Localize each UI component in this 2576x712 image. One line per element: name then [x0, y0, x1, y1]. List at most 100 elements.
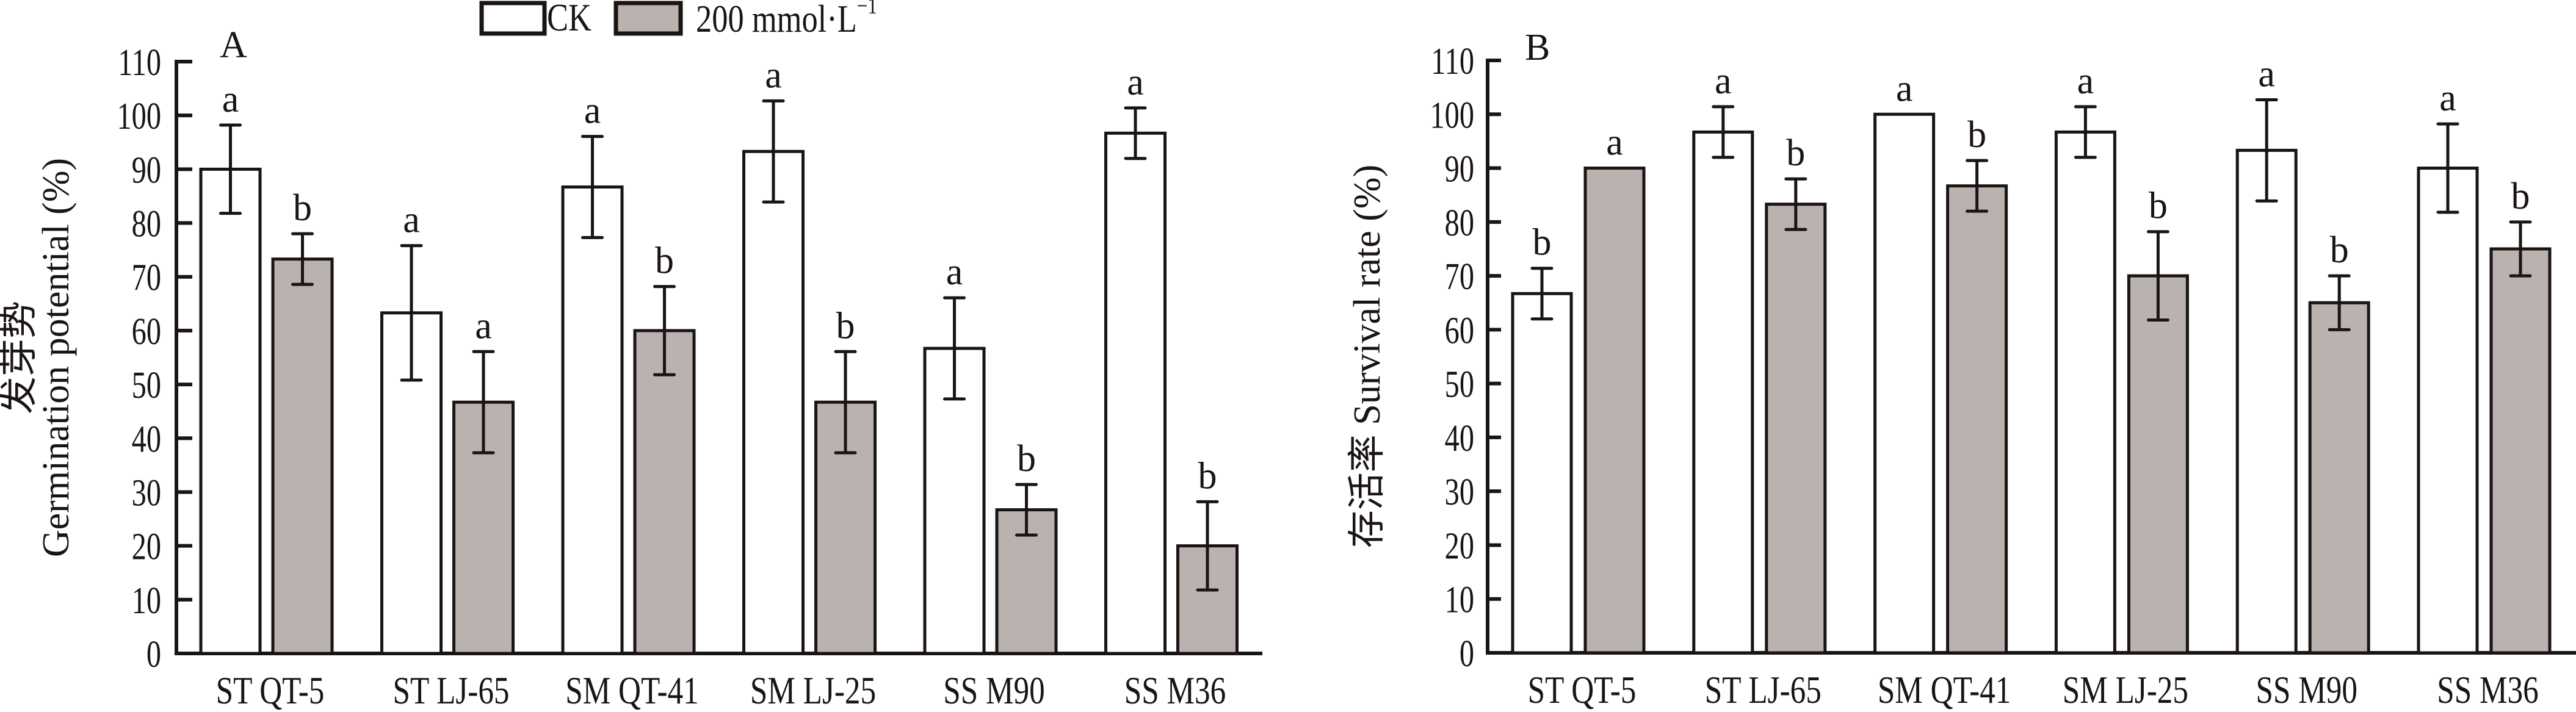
significance-label: a: [222, 79, 239, 120]
bar-group-item: a: [1104, 62, 1167, 655]
x-tick-label: SS M36: [2437, 668, 2538, 712]
significance-label: a: [475, 305, 492, 347]
x-tick-label: SM QT-41: [565, 669, 699, 712]
significance-label: b: [2330, 229, 2349, 271]
bar-group-item: a: [2417, 77, 2479, 655]
bar-group-item: a: [561, 90, 624, 655]
y-tick-label: 60: [132, 311, 161, 353]
y-tick-label: 70: [132, 257, 161, 299]
y-tick-label: 110: [1431, 40, 1474, 82]
significance-label: a: [1896, 68, 1913, 109]
y-axis-title-b: 存活率 Survival rate (%): [1347, 165, 1388, 548]
significance-label: b: [2511, 176, 2530, 217]
x-tick-label: SM LJ-25: [750, 669, 876, 712]
x-tick-label: ST QT-5: [1528, 668, 1637, 712]
x-tick-label: ST LJ-65: [393, 669, 509, 712]
bar-group-item: b: [1176, 455, 1239, 655]
chart-panel-a: A 发芽势 Germination potential (%) 0 10 20 30 4…: [0, 24, 1262, 712]
bar-group-item: a: [380, 200, 443, 655]
bar-group-item: b: [271, 187, 334, 655]
bar-salt: [633, 329, 696, 655]
significance-label: b: [836, 305, 855, 347]
significance-label: a: [2258, 53, 2275, 95]
significance-label: b: [1198, 455, 1217, 497]
panel-label-a: A: [220, 24, 247, 66]
chart-panel-b: B 存活率 Survival rate (%) 0 10 20 30 40 50 60 70 8…: [1347, 27, 2576, 711]
x-tick-labels-b: ST QT-5 ST LJ-65 SM QT-41 SM LJ-25 SS M90 SS …: [1528, 668, 2539, 712]
x-tick-label: ST QT-5: [216, 669, 325, 712]
axes-a: 0 10 20 30 40 50 60 70 80 90 100 110: [117, 41, 1262, 675]
significance-label: b: [2149, 185, 2168, 227]
significance-label: a: [1715, 60, 1732, 102]
x-tick-label: SS M36: [1124, 669, 1226, 712]
y-tick-label: 0: [1460, 633, 1474, 675]
bars-b: b a a b a b a b a b a b: [1511, 53, 2552, 655]
bar-salt: [2489, 247, 2552, 655]
y-tick-label: 20: [1445, 525, 1474, 567]
y-tick-label: 110: [118, 41, 161, 84]
significance-label: b: [1017, 438, 1036, 480]
bar-salt: [1765, 203, 1827, 655]
bar-group-item: a: [2235, 53, 2298, 655]
y-tick-label: 40: [132, 419, 161, 461]
significance-label: a: [584, 90, 601, 132]
legend-label-salt: 200 mmol·L−1: [696, 0, 877, 40]
bar-salt: [1583, 167, 1646, 655]
significance-label: a: [1606, 122, 1623, 164]
bar-ck: [1692, 130, 1754, 655]
legend-swatch-salt: [613, 1, 683, 36]
bar-ck: [2235, 148, 2298, 655]
y-tick-label: 0: [147, 633, 161, 675]
significance-label: a: [946, 251, 963, 293]
bar-group-item: b: [2489, 176, 2552, 655]
x-tick-labels-a: ST QT-5 ST LJ-65 SM QT-41 SM LJ-25 SS M90 SS …: [216, 669, 1226, 712]
y-tick-label: 70: [1445, 256, 1474, 298]
y-tick-label: 60: [1445, 310, 1474, 352]
significance-label: b: [293, 187, 312, 229]
bar-group-item: b: [814, 305, 877, 655]
x-tick-label: ST LJ-65: [1705, 668, 1822, 712]
bar-group-item: a: [923, 251, 986, 655]
axes-b: 0 10 20 30 40 50 60 70 80 90 100 110: [1430, 40, 2576, 675]
bar-group-item: a: [2054, 60, 2116, 655]
bar-ck: [1104, 131, 1167, 655]
bar-salt: [271, 257, 334, 655]
x-tick-label: SM LJ-25: [2063, 668, 2188, 712]
bar-group-item: b: [2308, 229, 2370, 655]
y-tick-label: 30: [1445, 472, 1474, 514]
significance-label: b: [1967, 114, 1986, 156]
bar-ck: [1511, 292, 1573, 655]
bar-group-item: a: [199, 79, 262, 655]
y-axis-title-a-line2: Germination potential (%): [35, 158, 77, 557]
bar-salt: [2308, 301, 2370, 655]
y-axis-title-a: 发芽势 Germination potential (%): [0, 158, 77, 557]
y-axis-title-a-line1: 发芽势: [0, 301, 40, 414]
x-tick-label: SS M90: [943, 669, 1044, 712]
bar-ck: [742, 149, 805, 655]
bar-group-item: b: [1946, 114, 2008, 655]
bar-ck: [2417, 167, 2479, 655]
significance-label: a: [765, 54, 782, 96]
y-tick-label: 20: [132, 526, 161, 568]
significance-label: b: [1533, 222, 1552, 264]
y-tick-label: 90: [1445, 148, 1474, 190]
bar-group-item: b: [995, 438, 1058, 655]
bars-a: a b a a a b a b a b a b: [199, 54, 1239, 655]
panel-label-b: B: [1525, 27, 1550, 68]
bar-group-item: a: [1583, 122, 1646, 655]
bar-ck: [2054, 130, 2116, 655]
y-tick-label: 10: [132, 580, 161, 622]
y-tick-label: 50: [132, 364, 161, 406]
y-tick-label: 90: [132, 149, 161, 192]
bar-group-item: b: [2127, 185, 2189, 655]
bar-group-item: a: [1692, 60, 1754, 655]
significance-label: b: [655, 240, 674, 282]
significance-label: b: [1786, 132, 1805, 174]
legend-label-salt-sup: −1: [857, 0, 877, 19]
y-axis-title-b-text: 存活率 Survival rate (%): [1347, 165, 1388, 548]
y-tick-label: 50: [1445, 364, 1474, 406]
bar-ck: [561, 185, 624, 655]
x-tick-label: SM QT-41: [1878, 668, 2011, 712]
bar-salt: [1946, 184, 2008, 655]
